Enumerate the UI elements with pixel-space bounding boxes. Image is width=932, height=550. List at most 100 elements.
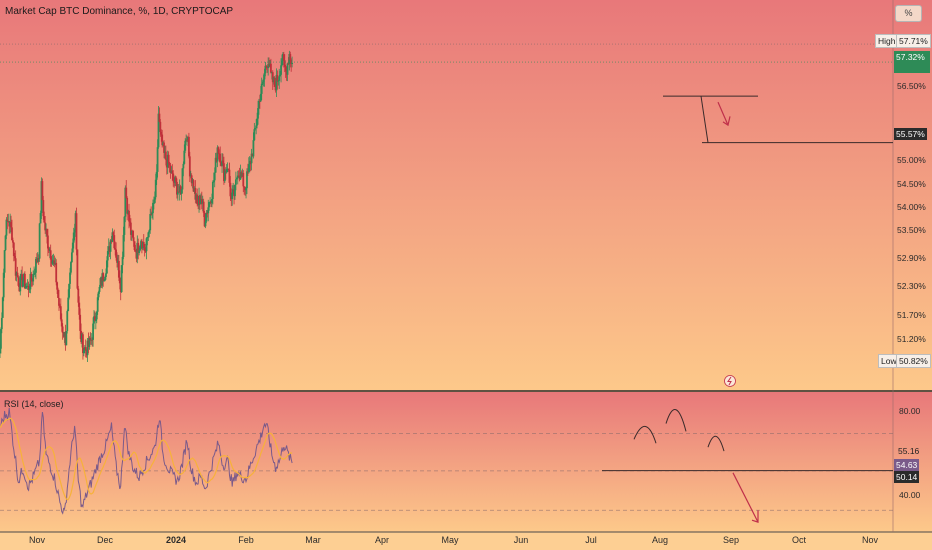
candle-body: [116, 257, 118, 263]
candle-body: [98, 286, 101, 292]
candle-body: [101, 273, 104, 286]
high-tag-value: 57.71%: [896, 34, 931, 48]
x-tick-label: Jul: [585, 535, 597, 545]
candle-body: [146, 237, 149, 239]
candle-body: [127, 210, 129, 214]
candle-body: [258, 101, 260, 109]
candle-body: [109, 240, 112, 252]
chart-title: Market Cap BTC Dominance, %, 1D, CRYPTOC…: [5, 6, 234, 17]
candle-body: [283, 60, 286, 67]
rsi-series-line: [0, 407, 293, 515]
candle-body: [186, 139, 188, 141]
candle-body: [54, 262, 57, 265]
candle-body: [226, 168, 229, 170]
candle-body: [113, 235, 116, 249]
candle-body: [243, 186, 246, 188]
candle-body: [211, 199, 213, 203]
candle-body: [280, 65, 282, 75]
candle-body: [11, 227, 13, 241]
candle-body: [274, 86, 277, 91]
candle-body: [17, 277, 20, 286]
candle-body: [169, 165, 172, 173]
candle-body: [159, 121, 162, 133]
candle-body: [177, 191, 180, 193]
candle-body: [97, 291, 100, 298]
candle-body: [246, 171, 249, 173]
candle-body: [108, 246, 111, 252]
candle-body: [77, 288, 80, 303]
candle-body: [72, 232, 75, 243]
down-arrow-head: [722, 116, 731, 127]
candle-body: [121, 256, 124, 266]
candle-body: [273, 77, 276, 87]
candle-body: [10, 221, 12, 228]
percent-scale-button[interactable]: %: [895, 5, 922, 22]
candle-body: [26, 285, 29, 287]
candle-body: [164, 151, 167, 160]
candle-body: [272, 77, 275, 83]
candle-body: [262, 79, 265, 83]
candle-body: [267, 64, 270, 69]
candle-body: [144, 251, 147, 252]
x-tick-label: Nov: [28, 535, 46, 545]
price-tick-label: 53.50%: [897, 225, 926, 235]
candle-body: [235, 179, 237, 185]
candle-body: [216, 147, 219, 162]
candle-body: [206, 212, 209, 214]
candle-body: [217, 147, 220, 154]
price-pane-background: [0, 0, 932, 392]
x-tick-label: Apr: [374, 535, 390, 545]
candle-body: [161, 134, 164, 146]
candle-body: [115, 249, 118, 258]
candle-body: [16, 272, 19, 278]
candle-body: [99, 278, 102, 287]
candle-body: [65, 331, 68, 346]
price-tick-label: 55.00%: [897, 155, 926, 165]
candle-body: [167, 154, 170, 164]
candle-body: [157, 113, 160, 148]
rsi-ma-line: [0, 417, 293, 501]
candle-body: [241, 172, 244, 177]
candle-body: [60, 319, 63, 327]
candle-body: [154, 179, 157, 198]
candle-body: [196, 194, 199, 205]
candle-body: [55, 262, 58, 283]
candle-body: [1, 297, 4, 318]
candle-body: [266, 66, 269, 69]
candle-body: [210, 201, 212, 203]
candle-body: [270, 63, 272, 73]
candle-body: [48, 250, 51, 252]
candle-body: [233, 189, 235, 197]
candle-body: [12, 240, 14, 243]
candle-body: [82, 334, 84, 354]
candle-body: [222, 160, 224, 164]
candle-body: [202, 201, 205, 213]
candle-body: [23, 273, 25, 281]
candle-body: [265, 65, 268, 67]
candle-body: [278, 76, 281, 81]
rsi-head-arc: [665, 409, 687, 432]
candle-body: [122, 234, 125, 257]
x-tick-label: May: [441, 535, 459, 545]
candle-body: [39, 213, 42, 224]
candle-body: [180, 189, 183, 194]
candle-body: [165, 159, 168, 168]
candle-body: [105, 260, 108, 274]
candle-body: [124, 187, 127, 217]
rsi-right-shoulder-arc: [707, 435, 725, 452]
candle-body: [20, 274, 23, 276]
candle-body: [131, 231, 134, 238]
candle-body: [230, 196, 233, 200]
candle-body: [78, 302, 81, 315]
candle-body: [112, 232, 115, 236]
candle-body: [149, 214, 152, 231]
candle-body: [47, 235, 49, 249]
candle-body: [246, 171, 248, 189]
candle-body: [141, 241, 143, 249]
candle-body: [258, 101, 261, 102]
candle-body: [8, 220, 11, 227]
candle-body: [140, 241, 142, 246]
candle-body: [93, 316, 95, 324]
candle-body: [67, 297, 70, 312]
